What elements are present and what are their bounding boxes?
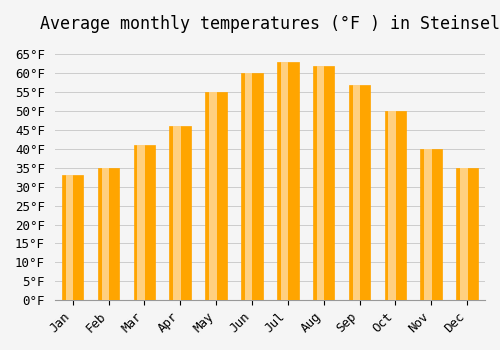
- Bar: [420, 149, 442, 300]
- Bar: [348, 84, 370, 300]
- Bar: [66, 175, 73, 300]
- Bar: [456, 168, 478, 300]
- Bar: [384, 111, 406, 300]
- Bar: [170, 126, 191, 300]
- Bar: [138, 145, 145, 300]
- Bar: [460, 168, 468, 300]
- Bar: [281, 62, 288, 300]
- Bar: [102, 168, 109, 300]
- Bar: [313, 65, 334, 300]
- Bar: [206, 92, 227, 300]
- Title: Average monthly temperatures (°F ) in Steinsel: Average monthly temperatures (°F ) in St…: [40, 15, 500, 33]
- Bar: [316, 65, 324, 300]
- Bar: [62, 175, 84, 300]
- Bar: [424, 149, 432, 300]
- Bar: [134, 145, 155, 300]
- Bar: [209, 92, 216, 300]
- Bar: [173, 126, 181, 300]
- Bar: [98, 168, 120, 300]
- Bar: [352, 84, 360, 300]
- Bar: [388, 111, 396, 300]
- Bar: [277, 62, 298, 300]
- Bar: [241, 73, 262, 300]
- Bar: [245, 73, 252, 300]
